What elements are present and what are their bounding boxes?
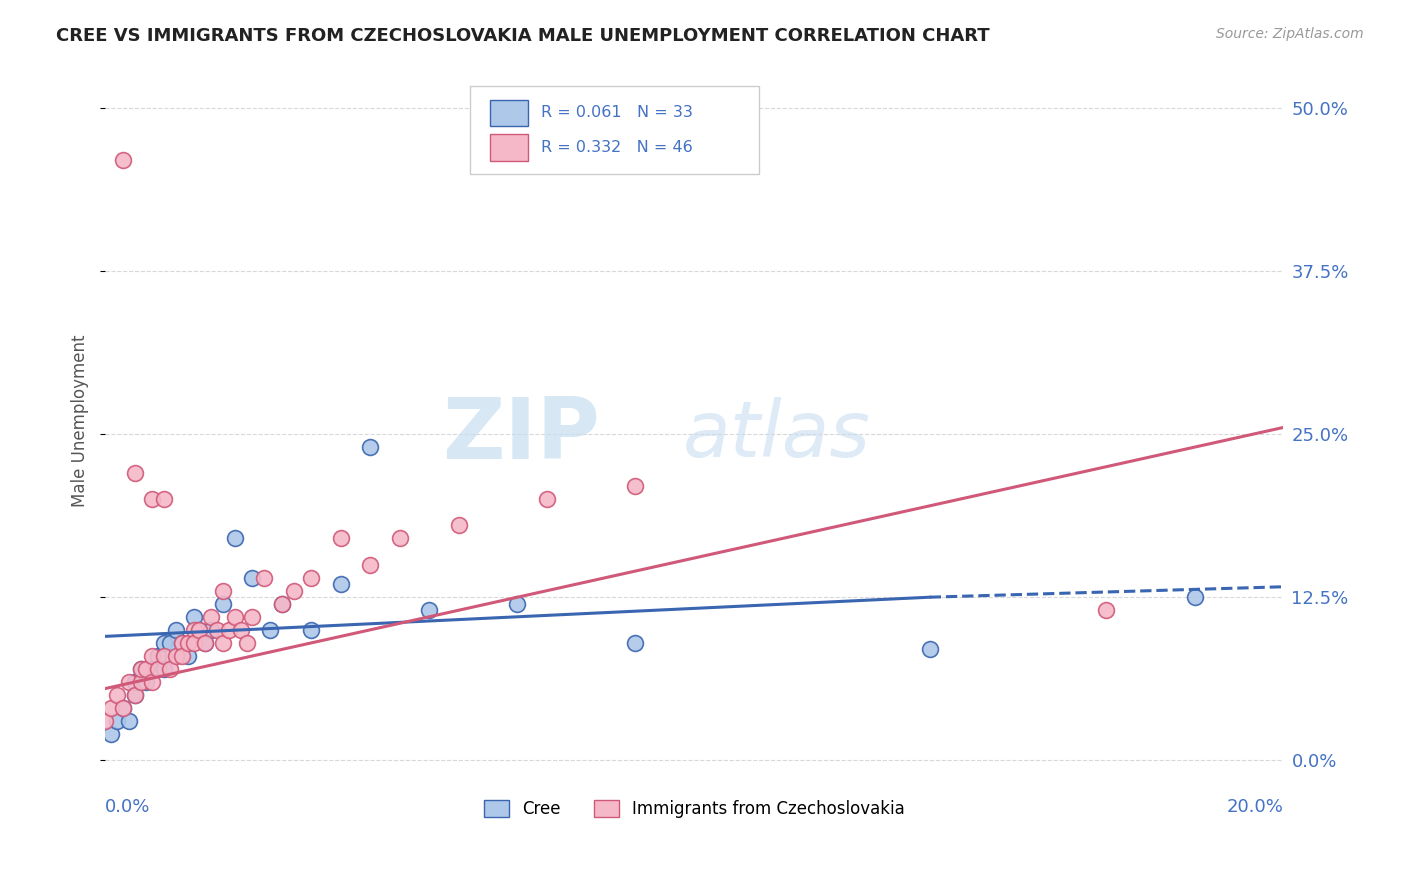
Point [105, 688, 128, 702]
Point [329, 577, 352, 591]
Point [118, 714, 141, 729]
Point [229, 623, 252, 637]
Point [135, 675, 157, 690]
Text: 0.0%: 0.0% [105, 798, 150, 816]
Point [194, 636, 217, 650]
Point [100, 701, 122, 715]
Point [105, 714, 128, 729]
Point [129, 675, 152, 690]
Point [212, 583, 235, 598]
Point [200, 609, 222, 624]
Text: Source: ZipAtlas.com: Source: ZipAtlas.com [1216, 27, 1364, 41]
Point [224, 532, 246, 546]
Point [212, 597, 235, 611]
Point [124, 688, 146, 702]
Text: R = 0.332   N = 46: R = 0.332 N = 46 [541, 140, 693, 155]
Point [242, 571, 264, 585]
Point [299, 623, 322, 637]
Point [259, 623, 281, 637]
Point [388, 532, 411, 546]
Point [111, 153, 134, 167]
Point [159, 662, 181, 676]
Point [359, 440, 381, 454]
FancyBboxPatch shape [491, 134, 529, 161]
Point [153, 636, 176, 650]
Point [188, 623, 211, 637]
Point [141, 492, 163, 507]
Point [1184, 591, 1206, 605]
Point [94, 714, 117, 729]
FancyBboxPatch shape [471, 87, 759, 174]
Point [1095, 603, 1118, 617]
Point [200, 623, 222, 637]
Point [135, 662, 157, 676]
Point [224, 609, 246, 624]
Point [218, 623, 240, 637]
Point [176, 636, 198, 650]
Point [118, 675, 141, 690]
Point [124, 466, 146, 480]
Point [242, 609, 264, 624]
Text: ZIP: ZIP [441, 393, 600, 476]
Point [329, 532, 352, 546]
Point [283, 583, 305, 598]
Point [100, 727, 122, 741]
Point [111, 701, 134, 715]
Point [176, 648, 198, 663]
Y-axis label: Male Unemployment: Male Unemployment [72, 334, 89, 508]
Point [165, 648, 187, 663]
Point [129, 662, 152, 676]
Point [183, 636, 205, 650]
Point [159, 636, 181, 650]
Point [624, 479, 647, 493]
Legend: Cree, Immigrants from Czechoslovakia: Cree, Immigrants from Czechoslovakia [477, 794, 911, 825]
Point [183, 609, 205, 624]
Point [183, 623, 205, 637]
Point [153, 648, 176, 663]
Point [253, 571, 276, 585]
Point [270, 597, 292, 611]
Point [170, 648, 193, 663]
Point [359, 558, 381, 572]
Point [170, 636, 193, 650]
Point [447, 518, 470, 533]
Point [188, 623, 211, 637]
Text: atlas: atlas [683, 397, 870, 473]
Point [153, 662, 176, 676]
Point [111, 701, 134, 715]
Text: CREE VS IMMIGRANTS FROM CZECHOSLOVAKIA MALE UNEMPLOYMENT CORRELATION CHART: CREE VS IMMIGRANTS FROM CZECHOSLOVAKIA M… [56, 27, 990, 45]
Point [918, 642, 941, 657]
Point [165, 623, 187, 637]
Point [418, 603, 440, 617]
Point [124, 688, 146, 702]
Point [194, 636, 217, 650]
Text: R = 0.061   N = 33: R = 0.061 N = 33 [541, 105, 693, 120]
Text: 20.0%: 20.0% [1226, 798, 1284, 816]
Point [212, 636, 235, 650]
Point [141, 648, 163, 663]
Point [270, 597, 292, 611]
Point [506, 597, 529, 611]
Point [170, 636, 193, 650]
Point [299, 571, 322, 585]
Point [129, 662, 152, 676]
Point [148, 648, 170, 663]
Point [141, 675, 163, 690]
Point [624, 636, 647, 650]
Point [148, 662, 170, 676]
Point [141, 662, 163, 676]
Point [153, 492, 176, 507]
Point [536, 492, 558, 507]
Point [124, 675, 146, 690]
Point [205, 623, 228, 637]
FancyBboxPatch shape [491, 100, 529, 127]
Point [235, 636, 257, 650]
